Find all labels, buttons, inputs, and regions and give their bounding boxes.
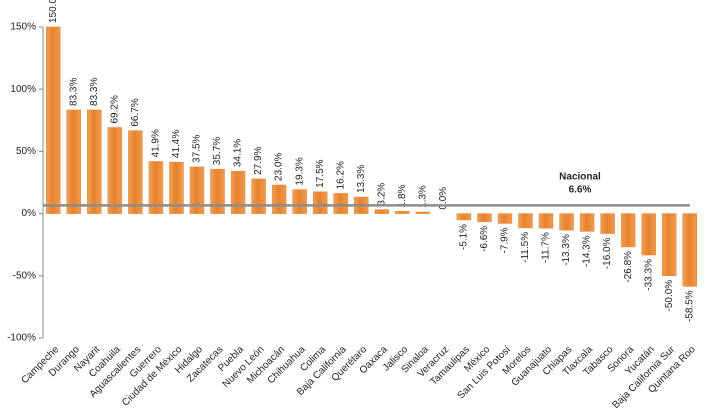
bar [128, 130, 143, 214]
value-label: -50.0% [664, 280, 675, 312]
value-label: 69.2% [110, 95, 121, 123]
y-tick-label: 150% [10, 22, 36, 33]
value-label: 0.0% [438, 187, 449, 210]
bar [230, 170, 246, 214]
value-label: 19.3% [294, 157, 305, 185]
bar [271, 184, 287, 214]
value-label: 27.9% [253, 146, 264, 174]
value-label: -58.5% [684, 290, 695, 322]
bar [415, 211, 431, 214]
value-label: 1.8% [397, 184, 408, 207]
reference-label: Nacional [559, 172, 601, 183]
y-tick-label: 0% [22, 208, 37, 219]
value-label: 23.0% [274, 153, 285, 181]
value-label: -26.8% [623, 251, 634, 283]
bar [251, 178, 266, 214]
value-label: -33.3% [643, 259, 654, 291]
value-label: -13.3% [561, 234, 572, 266]
bar [579, 213, 595, 232]
bar [107, 127, 123, 214]
bar [210, 168, 225, 214]
bar [538, 213, 554, 229]
value-label: -16.0% [602, 237, 613, 269]
y-tick-label: 50% [16, 146, 36, 157]
bar [148, 161, 164, 214]
bar [189, 166, 205, 214]
value-label: 17.5% [315, 159, 326, 187]
bar [477, 213, 492, 223]
bar [518, 213, 533, 229]
bar [682, 213, 697, 287]
bar [46, 26, 61, 214]
value-label: -7.9% [500, 227, 511, 253]
bar [395, 211, 410, 214]
value-label: -6.6% [479, 226, 490, 252]
value-label: 83.3% [89, 78, 100, 106]
bar [641, 213, 656, 256]
y-tick-label: -100% [7, 333, 36, 344]
value-label: -14.3% [582, 235, 593, 267]
value-label: -11.5% [520, 232, 531, 263]
bar [559, 213, 574, 231]
reference-value-label: 6.6% [569, 185, 592, 196]
bar [374, 209, 389, 214]
value-label: 13.3% [356, 165, 367, 193]
value-label: 1.3% [417, 185, 428, 208]
value-label: 37.5% [192, 134, 203, 162]
bar [292, 189, 307, 214]
bar [169, 161, 184, 214]
bar [333, 193, 348, 214]
bar [66, 109, 82, 214]
bar [620, 213, 636, 248]
value-label: 150.0% [48, 0, 59, 23]
value-label: 66.7% [130, 98, 141, 126]
value-label: 41.9% [151, 129, 162, 157]
y-tick-label: -50% [13, 270, 36, 281]
value-label: 35.7% [212, 137, 223, 165]
value-label: 3.2% [376, 183, 387, 206]
bar [661, 213, 677, 277]
value-label: 16.2% [335, 161, 346, 189]
bar [312, 191, 328, 214]
value-label: -11.7% [541, 232, 552, 263]
bar [87, 109, 102, 214]
y-tick-label: 100% [10, 84, 36, 95]
value-label: 83.3% [68, 78, 79, 106]
bar [497, 213, 513, 224]
value-label: 34.1% [233, 139, 244, 167]
bar [456, 213, 472, 221]
value-label: 41.4% [171, 130, 182, 158]
bar [600, 213, 615, 234]
value-label: -5.1% [459, 224, 470, 250]
